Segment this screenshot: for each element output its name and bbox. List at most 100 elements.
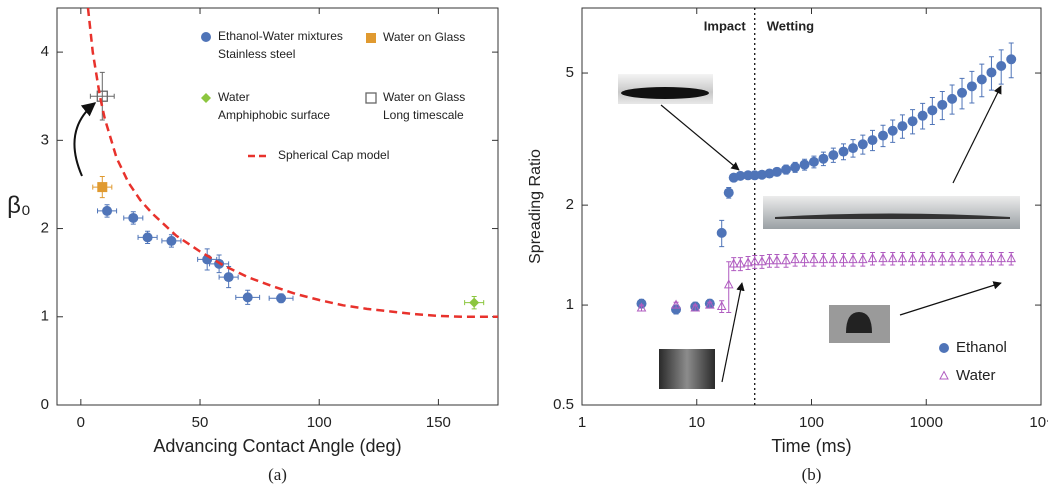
point	[690, 302, 701, 312]
point	[223, 272, 234, 283]
point	[469, 297, 480, 308]
point	[166, 235, 177, 246]
point	[276, 293, 287, 304]
point	[799, 159, 810, 170]
point	[716, 300, 727, 311]
point	[966, 81, 977, 92]
point	[878, 130, 889, 141]
model-curve	[86, 7, 498, 319]
point	[799, 254, 810, 264]
point	[749, 170, 760, 181]
legend-swatch	[365, 92, 377, 104]
point	[671, 304, 682, 315]
point	[743, 257, 753, 267]
point	[947, 253, 957, 263]
x-tick-label: 10	[688, 414, 705, 431]
water-drop	[846, 312, 872, 333]
point	[728, 258, 739, 268]
point	[907, 116, 918, 127]
film	[775, 213, 1010, 219]
point	[957, 253, 967, 263]
legend-label: Ethanol	[956, 339, 1007, 356]
arrow	[952, 85, 1002, 184]
point	[848, 254, 858, 264]
arrow	[899, 281, 1002, 316]
point	[957, 87, 968, 98]
x-axis-label: Advancing Contact Angle (deg)	[153, 436, 401, 456]
point	[142, 232, 153, 243]
legend-label: Water	[218, 90, 250, 104]
point	[790, 162, 801, 173]
point	[917, 110, 928, 121]
annotation: Wetting	[767, 18, 814, 33]
x-tick-label: 1000	[910, 414, 943, 431]
annotation: Impact	[704, 18, 747, 33]
point	[996, 60, 1007, 71]
y-axis-label: β₀	[7, 192, 31, 219]
y-tick-label: 3	[41, 131, 49, 148]
y-tick-label: 2	[41, 220, 49, 237]
point	[723, 187, 734, 198]
point	[838, 146, 849, 157]
point	[790, 254, 800, 264]
point	[809, 254, 819, 264]
point	[927, 253, 938, 263]
point	[848, 143, 859, 154]
point	[976, 253, 987, 263]
x-axis-label: Time (ms)	[771, 436, 851, 456]
y-tick-label: 5	[566, 64, 574, 81]
point	[735, 258, 746, 268]
point	[818, 153, 829, 164]
legend-label: Amphiphobic surface	[218, 108, 330, 122]
point	[102, 205, 113, 216]
point	[96, 90, 108, 102]
point	[878, 253, 888, 263]
point	[996, 253, 1007, 263]
y-tick-label: 0	[41, 396, 49, 413]
error-bar	[726, 261, 732, 313]
point	[887, 253, 898, 263]
point	[917, 253, 928, 263]
point	[828, 254, 839, 264]
point	[723, 279, 734, 289]
point	[242, 292, 253, 303]
point	[772, 255, 782, 265]
point	[927, 105, 938, 116]
point	[867, 253, 878, 263]
legend-label: Ethanol-Water mixtures	[218, 29, 343, 43]
point	[757, 256, 767, 266]
point	[838, 254, 849, 264]
x-tick-label: 10⁴	[1029, 414, 1048, 431]
point	[808, 156, 819, 167]
point	[857, 139, 868, 150]
photo-water-impact	[659, 349, 715, 389]
point	[887, 125, 898, 136]
droplet	[621, 87, 709, 99]
point	[636, 302, 647, 312]
point	[828, 150, 839, 161]
point	[907, 253, 918, 263]
y-axis-label: Spreading Ratio	[527, 149, 544, 264]
x-tick-label: 1	[578, 414, 586, 431]
photo-wetting	[763, 196, 1020, 229]
point	[97, 182, 108, 193]
plot-frame	[56, 7, 499, 406]
caption: (b)	[802, 465, 822, 484]
point	[749, 256, 760, 266]
legend-label: Long timescale	[383, 108, 464, 122]
arrow	[721, 282, 745, 383]
point	[947, 93, 958, 104]
point	[671, 299, 681, 309]
x-tick-label: 150	[426, 414, 451, 431]
y-tick-label: 1	[566, 296, 574, 313]
x-tick-label: 100	[799, 414, 824, 431]
point	[704, 299, 715, 309]
point	[986, 253, 997, 263]
point	[976, 74, 987, 85]
y-tick-label: 2	[566, 196, 574, 213]
x-tick-label: 50	[192, 414, 209, 431]
point	[897, 253, 908, 263]
x-tick-label: 0	[77, 414, 85, 431]
point	[967, 253, 977, 263]
